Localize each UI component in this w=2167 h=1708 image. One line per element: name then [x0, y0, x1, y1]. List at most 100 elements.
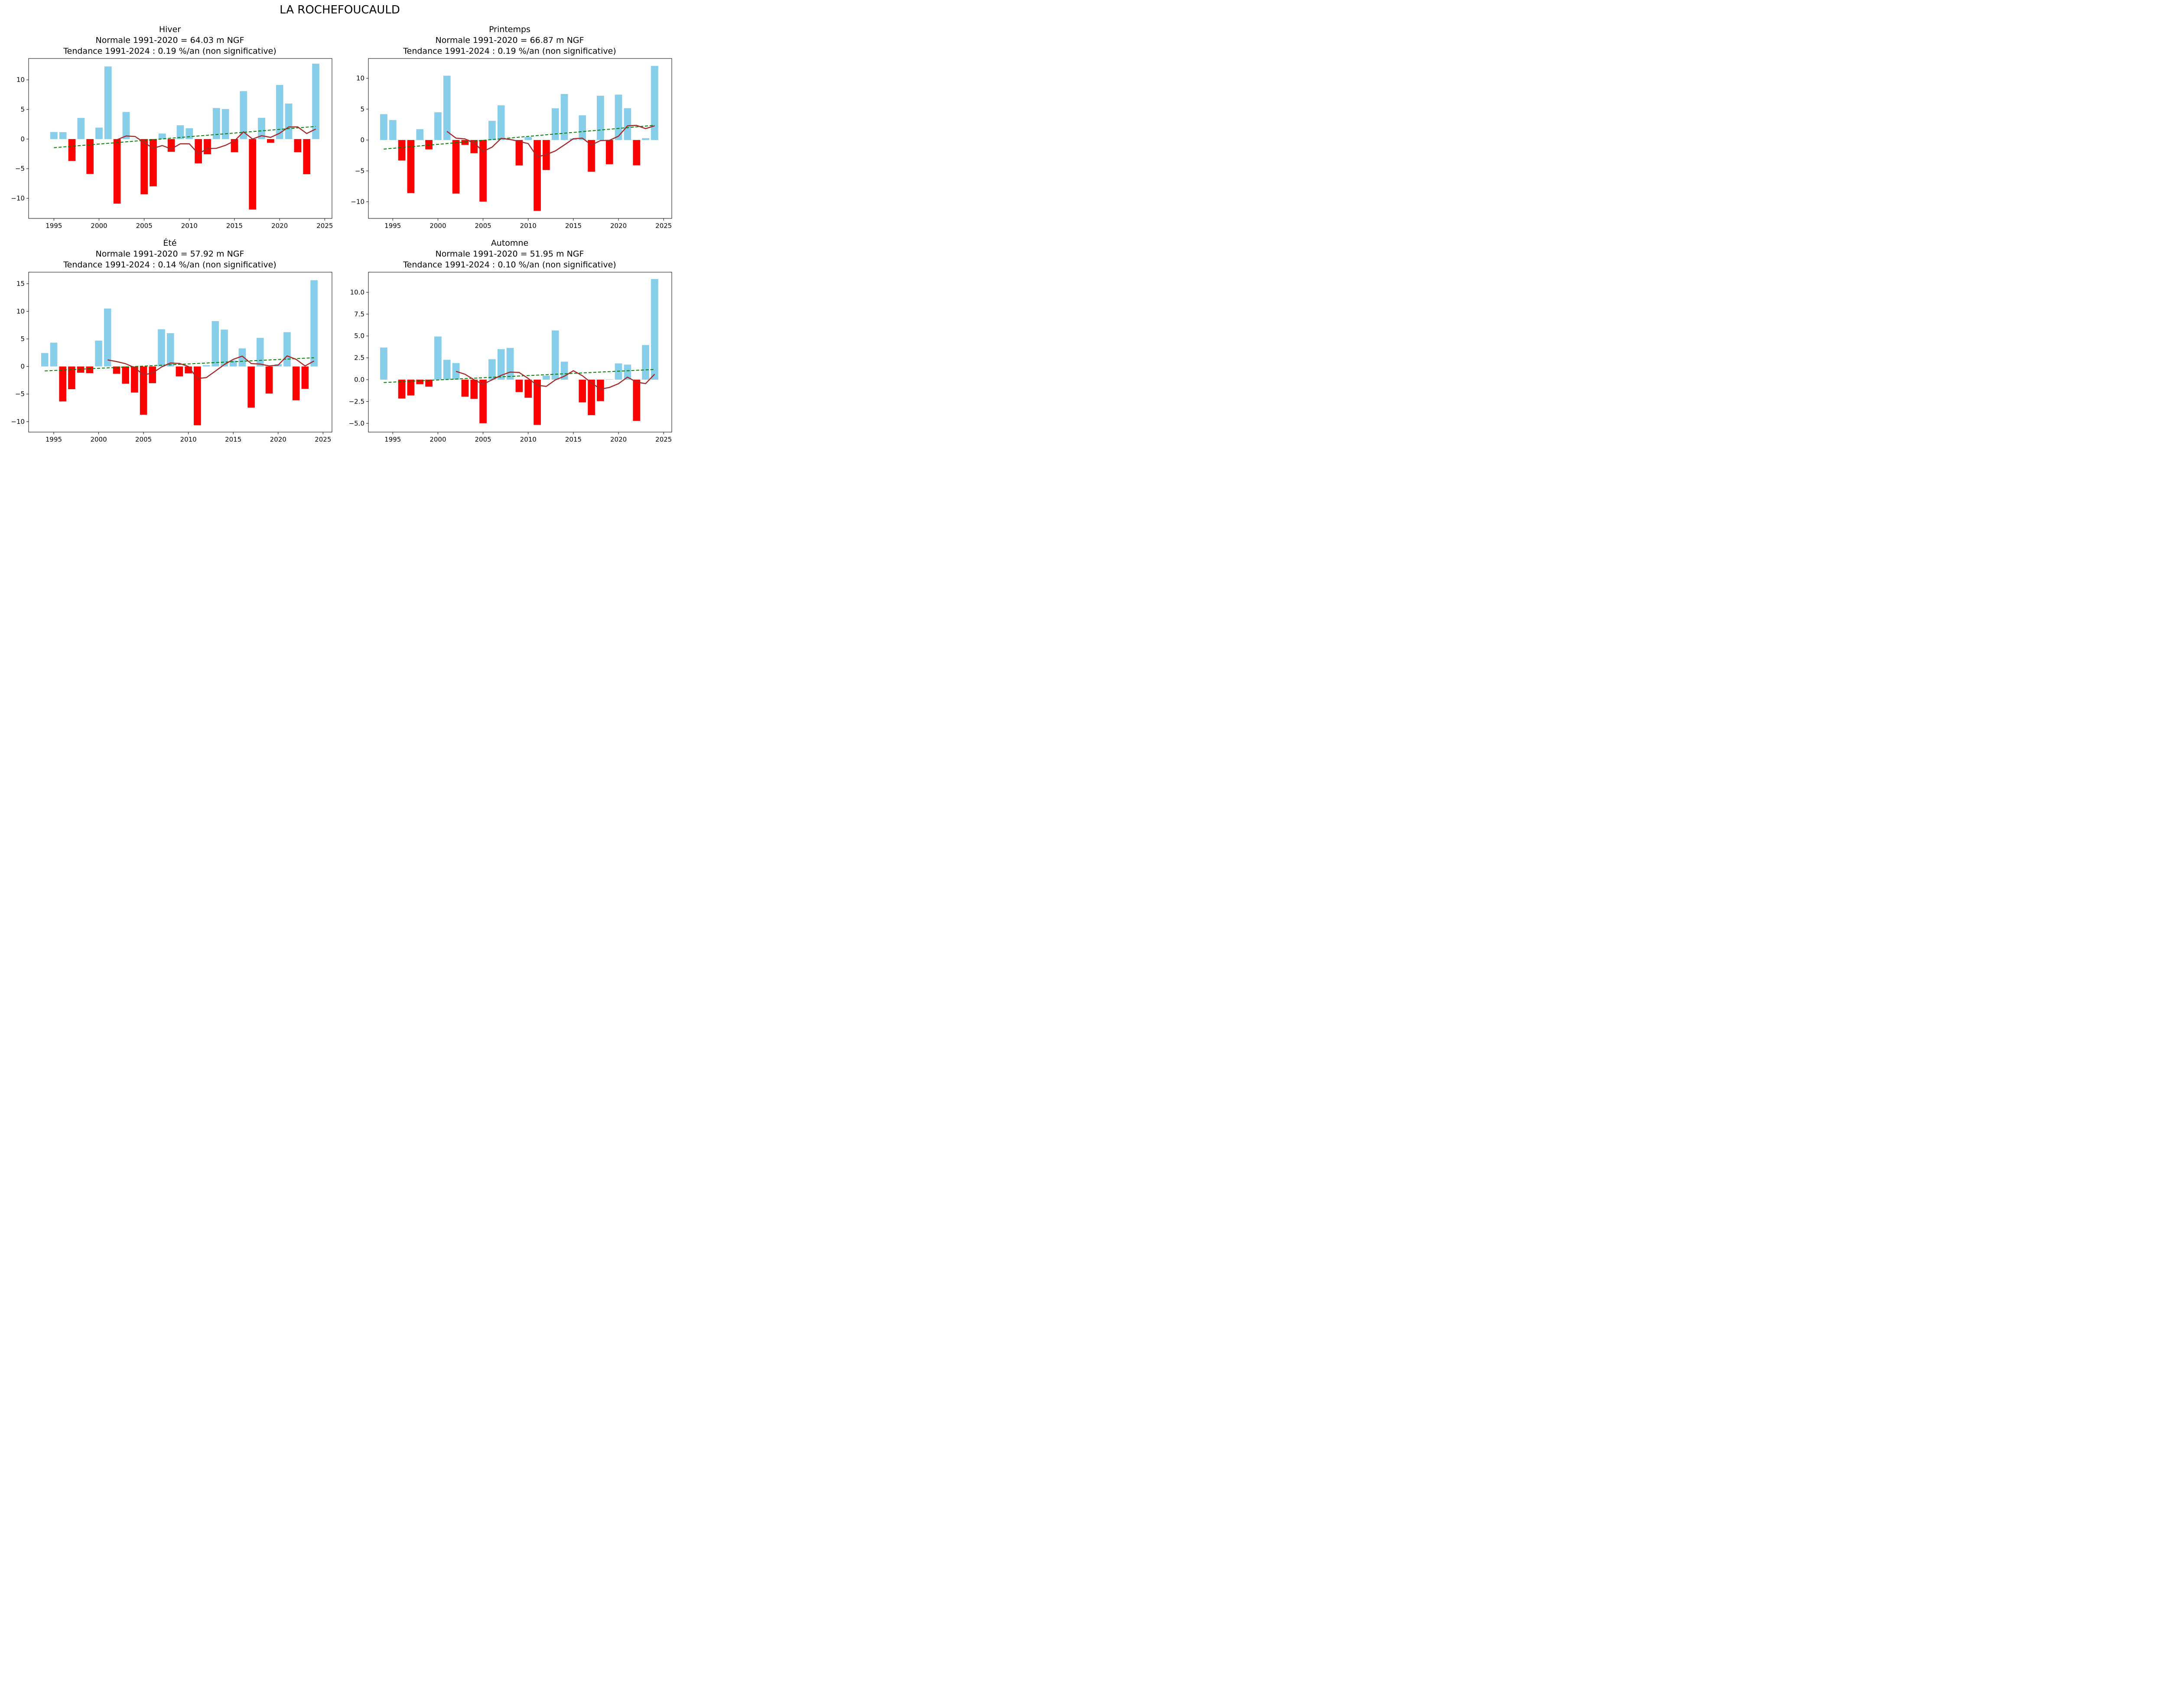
axes-frame: [368, 272, 672, 433]
bar-negative: [597, 380, 604, 401]
bar-negative: [479, 380, 487, 423]
bar-positive: [416, 129, 424, 140]
bar-negative: [398, 140, 406, 161]
x-tick-label: 2015: [226, 222, 243, 230]
bar-positive: [624, 108, 631, 140]
x-tick-label: 2010: [520, 222, 537, 230]
bar-negative: [303, 139, 310, 174]
bar-negative: [470, 140, 478, 153]
bar-negative: [605, 140, 613, 164]
bar-positive: [312, 64, 319, 139]
bar-positive: [258, 117, 265, 139]
y-tick-label: −10: [11, 418, 25, 426]
bar-negative: [167, 139, 175, 152]
bar-positive: [221, 109, 229, 139]
moving-average-line: [446, 125, 655, 158]
x-tick-label: 2005: [475, 436, 491, 443]
y-tick-label: 10: [16, 76, 25, 84]
x-tick-label: 2020: [270, 436, 286, 443]
x-tick-label: 2010: [520, 436, 537, 443]
bar-positive: [642, 138, 649, 140]
bar-negative: [140, 139, 148, 195]
y-tick-label: −10: [351, 198, 364, 206]
bar-positive: [202, 365, 210, 367]
bar-positive: [104, 308, 111, 367]
bar-positive: [310, 280, 318, 367]
bar-positive: [443, 75, 451, 140]
bar-negative: [265, 366, 273, 394]
x-tick-label: 2015: [225, 436, 241, 443]
bar-positive: [185, 128, 193, 139]
bar-positive: [543, 375, 550, 380]
bar-positive: [283, 332, 291, 367]
moving-average-line: [117, 126, 316, 155]
x-tick-label: 2005: [136, 222, 153, 230]
axes-frame: [28, 58, 332, 219]
x-tick-label: 2025: [316, 222, 333, 230]
bar-negative: [176, 366, 183, 377]
y-tick-label: 10: [16, 307, 25, 315]
bar-negative: [204, 139, 211, 154]
bar-positive: [285, 103, 293, 139]
x-tick-label: 2020: [610, 222, 627, 230]
x-tick-label: 2005: [135, 436, 152, 443]
x-tick-label: 1995: [46, 222, 62, 230]
x-tick-label: 2000: [90, 436, 107, 443]
bar-negative: [113, 366, 120, 374]
bar-positive: [551, 330, 559, 380]
bar-positive: [443, 360, 451, 380]
x-tick-label: 1995: [384, 436, 401, 443]
y-tick-label: 2.5: [354, 354, 364, 362]
chart-svg: 1995 2000 2005 2010 2015 2020 2025 −10 −5 0 5 10: [11, 58, 333, 230]
x-tick-label: 2025: [655, 222, 672, 230]
moving-average-line: [107, 355, 315, 379]
bar-negative: [534, 380, 541, 425]
bar-negative: [131, 366, 138, 393]
x-tick-label: 2020: [610, 436, 627, 443]
y-tick-label: 15: [16, 280, 25, 288]
bar-positive: [77, 118, 85, 139]
bar-negative: [407, 140, 415, 193]
bar-negative: [140, 366, 147, 415]
panel-hiver: Hiver Normale 1991-2020 = 64.03 m NGF Te…: [0, 23, 340, 239]
bar-positive: [488, 359, 496, 380]
bar-negative: [247, 366, 255, 408]
bar-positive: [238, 348, 246, 367]
bar-positive: [389, 120, 397, 140]
bar-positive: [166, 333, 174, 367]
chart-svg: 1995 2000 2005 2010 2015 2020 2025 −5.0 −2.5 0.0 2…: [349, 272, 672, 443]
bar-negative: [150, 139, 157, 186]
bar-negative: [59, 366, 66, 402]
trend-line: [54, 126, 316, 148]
bar-negative: [461, 140, 469, 145]
bar-positive: [158, 329, 165, 367]
bar-negative: [407, 380, 415, 396]
x-tick-label: 2010: [181, 222, 198, 230]
x-tick-label: 2005: [475, 222, 491, 230]
bar-positive: [95, 127, 103, 139]
bar-positive: [213, 108, 220, 139]
x-tick-label: 2000: [429, 222, 446, 230]
bar-positive: [551, 108, 559, 140]
bar-negative: [292, 366, 300, 400]
bar-negative: [68, 139, 76, 161]
bar-positive: [597, 95, 604, 140]
panel-automne: Automne Normale 1991-2020 = 51.95 m NGF …: [340, 236, 680, 453]
x-tick-label: 1995: [46, 436, 62, 443]
panel-title-tendance: Tendance 1991-2024 : 0.10 %/an (non sign…: [403, 260, 616, 270]
y-tick-label: 5: [20, 335, 25, 343]
panel-title-normale: Normale 1991-2020 = 57.92 m NGF: [95, 249, 244, 259]
bar-positive: [176, 125, 184, 139]
y-tick-label: 10: [356, 75, 364, 82]
chart-svg: 1995 2000 2005 2010 2015 2020 2025 −10 −5 0 5 10 15: [11, 272, 332, 443]
bar-negative: [398, 380, 406, 399]
bar-positive: [59, 132, 67, 139]
bar-negative: [249, 139, 256, 210]
panel-title-tendance: Tendance 1991-2024 : 0.19 %/an (non sign…: [403, 46, 616, 56]
bar-negative: [113, 139, 121, 204]
bar-negative: [633, 380, 641, 421]
bar-negative: [479, 140, 487, 202]
bar-negative: [470, 380, 478, 399]
bar-positive: [276, 85, 283, 139]
panel-title-season: Été: [163, 238, 177, 248]
